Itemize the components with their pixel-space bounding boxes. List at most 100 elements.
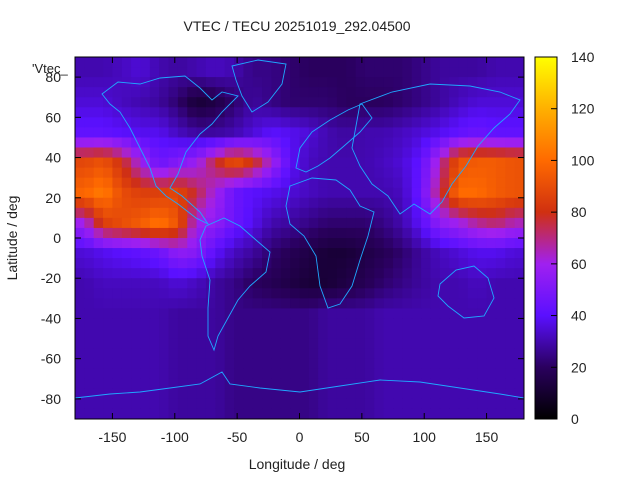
heatmap-cell <box>402 308 413 319</box>
heatmap-cell <box>159 77 170 88</box>
heatmap-cell <box>299 157 310 169</box>
heatmap-cell <box>495 368 506 380</box>
heatmap-cell <box>140 368 151 380</box>
heatmap-cell <box>355 258 366 269</box>
heatmap-cell <box>514 157 524 169</box>
heatmap-cell <box>477 348 488 360</box>
heatmap-cell <box>439 207 450 219</box>
heatmap-cell <box>224 87 235 98</box>
heatmap-cell <box>439 388 450 400</box>
heatmap-cell <box>103 127 113 138</box>
heatmap-cell <box>355 238 366 249</box>
heatmap-cell <box>290 57 300 68</box>
heatmap-cell <box>290 157 300 169</box>
heatmap-cell <box>346 318 357 329</box>
heatmap-cell <box>84 408 95 419</box>
heatmap-cell <box>514 87 524 98</box>
heatmap-cell <box>131 197 141 209</box>
heatmap-cell <box>290 388 300 400</box>
heatmap-cell <box>486 217 497 229</box>
heatmap-cell <box>430 207 441 219</box>
heatmap-cell <box>159 288 170 299</box>
heatmap-cell <box>271 137 282 148</box>
heatmap-cell <box>355 298 366 309</box>
heatmap-cell <box>75 258 85 269</box>
heatmap-cell <box>243 248 254 259</box>
heatmap-cell <box>336 348 347 360</box>
heatmap-cell <box>75 238 85 249</box>
heatmap-cell <box>486 338 497 350</box>
heatmap-cell <box>252 177 263 189</box>
heatmap-cell <box>383 408 394 419</box>
heatmap-cell <box>402 187 413 199</box>
heatmap-cell <box>477 318 488 329</box>
heatmap-cell <box>252 117 263 128</box>
heatmap-cell <box>439 368 450 380</box>
heatmap-cell <box>411 248 422 259</box>
heatmap-cell <box>393 57 403 68</box>
heatmap-cell <box>336 278 347 289</box>
heatmap-cell <box>159 187 170 199</box>
heatmap-cell <box>280 358 291 370</box>
heatmap-cell <box>262 217 272 229</box>
heatmap-cell <box>196 207 207 219</box>
heatmap-cell <box>402 398 413 410</box>
heatmap-cell <box>505 278 516 289</box>
y-tick-label: 80 <box>45 69 61 85</box>
x-tick-label: -50 <box>227 429 247 445</box>
heatmap-cell <box>411 378 422 390</box>
heatmap-cell <box>168 348 179 360</box>
heatmap-cell <box>458 388 469 400</box>
heatmap-cell <box>421 107 431 118</box>
heatmap-cell <box>308 318 319 329</box>
heatmap-cell <box>402 207 413 219</box>
heatmap-cell <box>402 197 413 209</box>
heatmap-cell <box>495 238 506 249</box>
heatmap-cell <box>84 87 95 98</box>
heatmap-cell <box>477 127 488 138</box>
heatmap-cell <box>439 378 450 390</box>
heatmap-cell <box>187 107 198 118</box>
heatmap-cell <box>252 308 263 319</box>
heatmap-cell <box>103 308 113 319</box>
heatmap-cell <box>299 217 310 229</box>
heatmap-cell <box>271 308 282 319</box>
heatmap-cell <box>505 157 516 169</box>
heatmap-cell <box>336 77 347 88</box>
heatmap-cell <box>140 197 151 209</box>
heatmap-cell <box>393 298 403 309</box>
heatmap-cell <box>402 248 413 259</box>
heatmap-cell <box>121 67 132 78</box>
heatmap-cell <box>458 408 469 419</box>
heatmap-cell <box>177 177 188 189</box>
heatmap-cell <box>299 117 310 128</box>
heatmap-cell <box>215 197 226 209</box>
heatmap-cell <box>187 368 198 380</box>
heatmap-cell <box>196 227 207 239</box>
heatmap-cell <box>393 67 403 78</box>
heatmap-cell <box>262 378 272 390</box>
heatmap-cell <box>121 288 132 299</box>
heatmap-cell <box>355 328 366 340</box>
heatmap-cell <box>177 207 188 219</box>
heatmap-cell <box>421 268 431 279</box>
heatmap-cell <box>318 368 329 380</box>
heatmap-cell <box>215 207 226 219</box>
heatmap-cell <box>421 87 431 98</box>
heatmap-cell <box>149 127 160 138</box>
heatmap-cell <box>196 197 207 209</box>
heatmap-cell <box>290 227 300 239</box>
heatmap-cell <box>393 77 403 88</box>
heatmap-cell <box>318 248 329 259</box>
heatmap-cell <box>262 328 272 340</box>
heatmap-cell <box>383 187 394 199</box>
heatmap-cell <box>327 77 338 88</box>
heatmap-cell <box>271 398 282 410</box>
heatmap-cell <box>402 77 413 88</box>
heatmap-cell <box>327 238 338 249</box>
heatmap-cell <box>514 298 524 309</box>
heatmap-cell <box>112 187 123 199</box>
heatmap-cell <box>121 107 132 118</box>
heatmap-cell <box>234 147 244 159</box>
heatmap-cell <box>374 308 385 319</box>
